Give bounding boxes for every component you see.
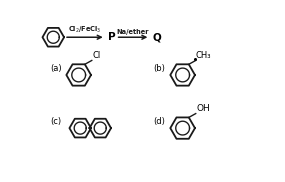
Text: (a): (a) xyxy=(50,64,62,73)
Text: (b): (b) xyxy=(153,64,165,73)
Text: Na/ether: Na/ether xyxy=(117,29,149,35)
Text: (c): (c) xyxy=(50,117,61,126)
Text: CH₃: CH₃ xyxy=(196,51,211,60)
Text: P: P xyxy=(108,32,116,42)
Text: OH: OH xyxy=(196,104,210,113)
Text: Cl: Cl xyxy=(93,51,101,60)
Text: (d): (d) xyxy=(153,117,165,126)
Text: Cl$_2$/FeCl$_3$: Cl$_2$/FeCl$_3$ xyxy=(68,25,102,35)
Text: Q: Q xyxy=(152,32,161,42)
